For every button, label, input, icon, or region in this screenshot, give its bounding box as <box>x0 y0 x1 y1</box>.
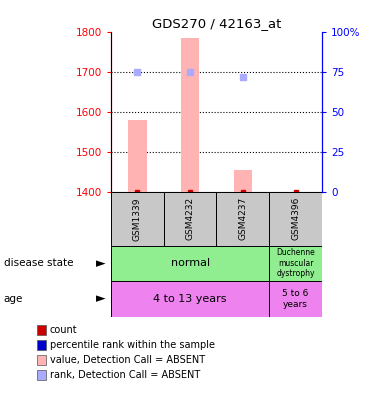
Text: value, Detection Call = ABSENT: value, Detection Call = ABSENT <box>50 355 205 365</box>
Bar <box>111 246 269 281</box>
Bar <box>164 192 216 246</box>
Bar <box>216 192 269 246</box>
Text: 5 to 6
years: 5 to 6 years <box>282 289 309 308</box>
Text: 4 to 13 years: 4 to 13 years <box>153 294 227 304</box>
Text: normal: normal <box>171 258 210 268</box>
Text: GSM4396: GSM4396 <box>291 197 300 240</box>
Text: count: count <box>50 325 78 335</box>
Text: rank, Detection Call = ABSENT: rank, Detection Call = ABSENT <box>50 370 200 380</box>
Text: GSM4232: GSM4232 <box>186 197 195 240</box>
Bar <box>269 192 322 246</box>
Text: ►: ► <box>96 293 105 305</box>
Text: Duchenne
muscular
dystrophy: Duchenne muscular dystrophy <box>276 248 315 278</box>
Bar <box>269 246 322 281</box>
Text: percentile rank within the sample: percentile rank within the sample <box>50 340 215 350</box>
Bar <box>128 120 147 192</box>
Bar <box>111 281 269 317</box>
Bar <box>269 281 322 317</box>
Text: GSM4237: GSM4237 <box>238 197 247 240</box>
Text: disease state: disease state <box>4 258 73 268</box>
Bar <box>181 38 199 192</box>
Text: ►: ► <box>96 257 105 270</box>
Bar <box>233 170 252 192</box>
Text: age: age <box>4 294 23 304</box>
Text: GSM1339: GSM1339 <box>133 197 142 240</box>
Bar <box>111 192 164 246</box>
Title: GDS270 / 42163_at: GDS270 / 42163_at <box>152 17 281 30</box>
